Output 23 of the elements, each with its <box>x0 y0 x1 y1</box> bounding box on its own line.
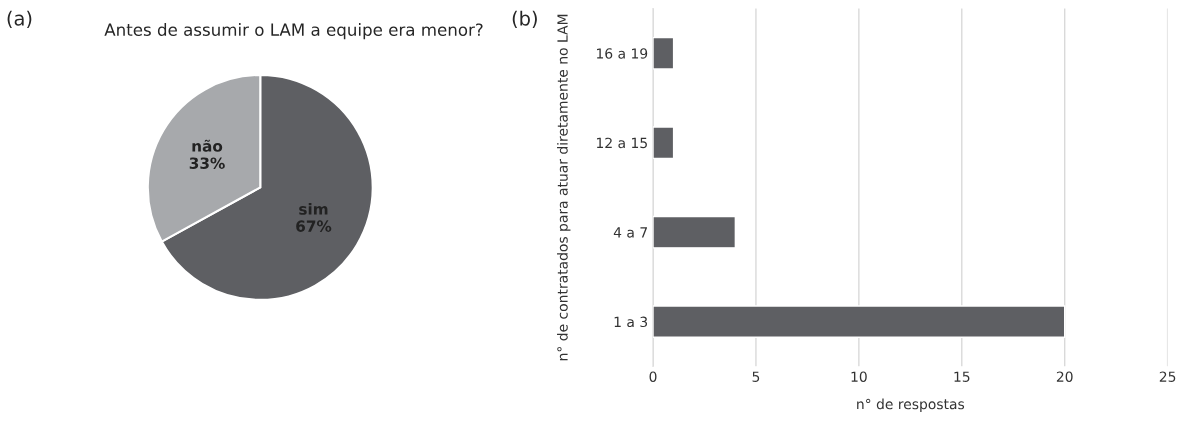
slice-label: sim <box>299 202 328 215</box>
x-tick-label: 5 <box>752 371 760 382</box>
x-tick-label: 10 <box>851 371 867 382</box>
chart-title: Antes de assumir o LAM a equipe era menor? <box>104 23 483 40</box>
data-label: 33% <box>189 157 225 169</box>
bar <box>653 126 675 160</box>
x-tick-label: 15 <box>954 371 970 382</box>
slice-label: não <box>192 139 223 152</box>
x-tick-label: 20 <box>1056 371 1073 382</box>
y-tick-label: 4 a 7 <box>613 227 647 238</box>
y-tick-label: 1 a 3 <box>614 316 648 328</box>
data-label: 67% <box>296 220 332 232</box>
x-tick-label: 0 <box>649 371 657 382</box>
x-tick-label: 25 <box>1159 371 1176 382</box>
y-tick-label: 12 a 15 <box>596 137 647 149</box>
bar <box>653 36 675 70</box>
text: (a) <box>7 10 32 28</box>
y-axis-title: n° de contratados para atuar diretamente no LAM <box>557 14 571 361</box>
y-tick-label: 16 a 19 <box>596 48 648 59</box>
bar <box>653 215 737 249</box>
x-axis-title: n° de respostas <box>857 398 965 412</box>
text: (b) <box>512 10 537 28</box>
bar <box>653 305 1066 338</box>
